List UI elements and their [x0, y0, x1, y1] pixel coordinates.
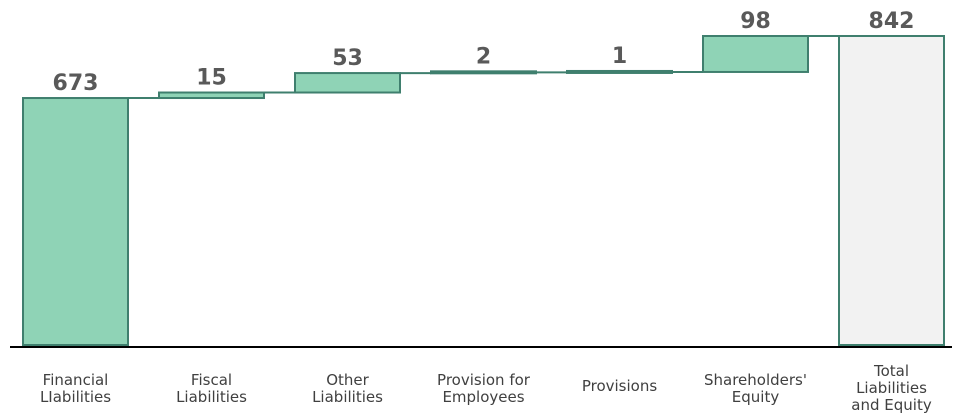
- value-label: 98: [740, 9, 771, 34]
- value-label: 842: [869, 9, 915, 34]
- value-labels-group: 673 15 53 2 1 98 842: [53, 9, 915, 96]
- category-label: Other Liabilities: [312, 371, 383, 406]
- category-label-line: Shareholders': [704, 371, 807, 389]
- category-label-line: Provision for: [437, 371, 531, 389]
- waterfall-bar: [294, 72, 401, 94]
- waterfall-bar: [566, 69, 673, 74]
- waterfall-bar: [430, 70, 537, 75]
- category-label: Fiscal Liabilities: [176, 371, 247, 406]
- category-label-line: Fiscal: [191, 371, 232, 389]
- category-label-line: LIabilities: [40, 388, 111, 406]
- value-label: 1: [612, 44, 627, 69]
- category-label-line: Provisions: [582, 377, 658, 395]
- category-label-line: and Equity: [851, 396, 932, 414]
- waterfall-bar: [22, 97, 129, 346]
- category-label-line: Total: [873, 362, 909, 380]
- bars-group: [22, 35, 945, 346]
- connector-lines: [128, 35, 839, 100]
- category-label-line: Liabilities: [176, 388, 247, 406]
- waterfall-bar: [702, 35, 809, 73]
- category-label-line: Financial: [43, 371, 109, 389]
- category-label: Provision for Employees: [437, 371, 531, 406]
- value-label: 15: [196, 66, 227, 91]
- category-label: Financial LIabilities: [40, 371, 111, 406]
- category-label-line: Liabilities: [312, 388, 383, 406]
- category-label-line: Liabilities: [856, 379, 927, 397]
- category-label: Shareholders' Equity: [704, 371, 807, 406]
- category-label-line: Employees: [442, 388, 524, 406]
- category-label-line: Equity: [732, 388, 780, 406]
- value-label: 53: [332, 46, 363, 71]
- value-label: 2: [476, 44, 491, 69]
- total-bar: [838, 35, 945, 346]
- category-label: Provisions: [582, 377, 658, 395]
- value-label: 673: [53, 71, 99, 96]
- category-label-line: Other: [326, 371, 369, 389]
- category-label: Total Liabilities and Equity: [851, 362, 932, 414]
- waterfall-bar: [158, 91, 265, 100]
